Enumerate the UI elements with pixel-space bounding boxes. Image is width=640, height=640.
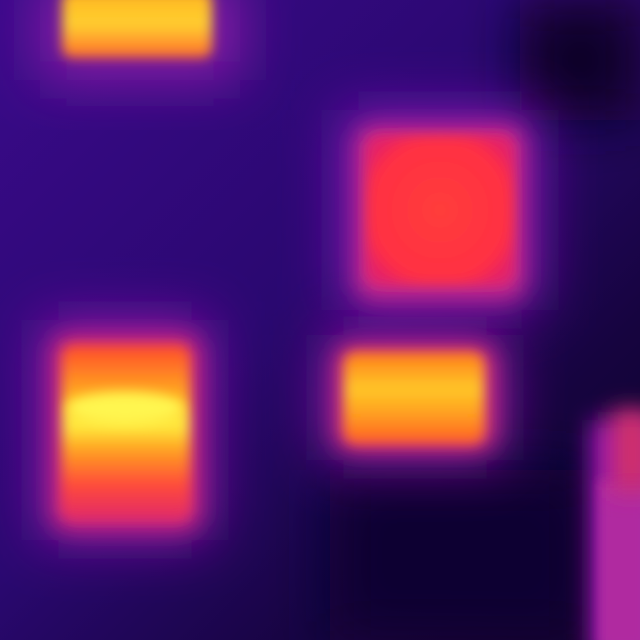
warm-region-right-edge	[598, 480, 640, 640]
hot-region-center-right	[344, 352, 484, 444]
hot-region-left-middle	[62, 345, 190, 520]
hot-region-upper-right	[366, 135, 514, 285]
dark-zone	[330, 470, 590, 640]
hot-region-top-left	[62, 0, 212, 58]
hot-spot-left-middle	[67, 392, 183, 424]
dark-zone-top-right	[520, 0, 640, 120]
warm-region-right-edge-red	[612, 410, 640, 490]
